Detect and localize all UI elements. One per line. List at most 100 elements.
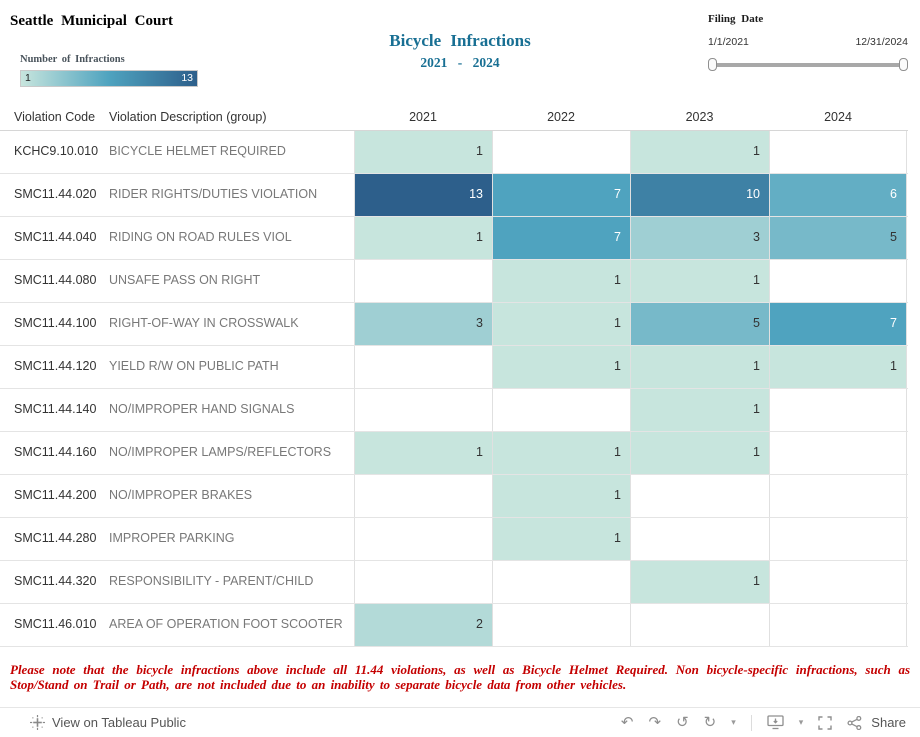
value-cell[interactable] (769, 432, 907, 474)
violation-description[interactable]: RIGHT-OF-WAY IN CROSSWALK (109, 316, 299, 330)
value-cell[interactable] (354, 389, 492, 431)
value-cell[interactable] (354, 260, 492, 302)
value-cell[interactable] (354, 518, 492, 560)
violation-description[interactable]: AREA OF OPERATION FOOT SCOOTER (109, 617, 343, 631)
view-on-tableau-public-link[interactable]: View on Tableau Public (30, 715, 186, 730)
value-cell[interactable] (769, 518, 907, 560)
table-row: SMC11.44.020 RIDER RIGHTS/DUTIES VIOLATIO… (0, 174, 908, 217)
value-cell[interactable]: 5 (769, 217, 907, 259)
value-cell[interactable]: 1 (630, 131, 769, 173)
value-cell[interactable]: 1 (630, 260, 769, 302)
violation-description[interactable]: YIELD R/W ON PUBLIC PATH (109, 359, 279, 373)
column-header-2022: 2022 (547, 109, 575, 124)
table-row: SMC11.44.280 IMPROPER PARKING 1 (0, 518, 908, 561)
violation-description[interactable]: UNSAFE PASS ON RIGHT (109, 273, 261, 287)
value-cell[interactable] (630, 518, 769, 560)
value-cell[interactable]: 2 (354, 604, 492, 646)
value-cell[interactable] (492, 131, 630, 173)
refresh-menu-caret-icon[interactable]: ▾ (731, 717, 736, 727)
violation-description[interactable]: RESPONSIBILITY - PARENT/CHILD (109, 574, 314, 588)
value-cell[interactable]: 1 (354, 217, 492, 259)
slider-track[interactable] (712, 63, 904, 67)
value-cell[interactable]: 1 (630, 561, 769, 603)
value-cell[interactable]: 1 (492, 260, 630, 302)
slider-handle-start[interactable] (708, 58, 717, 71)
infractions-table: Violation Code Violation Description (gr… (0, 103, 908, 647)
violation-description[interactable]: IMPROPER PARKING (109, 531, 235, 545)
value-cell[interactable] (769, 131, 907, 173)
value-cell[interactable]: 7 (492, 217, 630, 259)
value-cell[interactable] (769, 475, 907, 517)
value-cell[interactable] (630, 475, 769, 517)
date-range-slider[interactable] (708, 58, 908, 72)
violation-description[interactable]: NO/IMPROPER LAMPS/REFLECTORS (109, 445, 332, 459)
slider-handle-end[interactable] (899, 58, 908, 71)
fullscreen-icon[interactable] (818, 715, 832, 730)
value-cell[interactable] (769, 561, 907, 603)
color-legend-gradient[interactable]: 1 13 (20, 70, 198, 87)
value-cell[interactable] (769, 604, 907, 646)
value-cell[interactable]: 1 (492, 346, 630, 388)
violation-code[interactable]: SMC11.44.100 (14, 316, 97, 330)
value-cell[interactable] (354, 346, 492, 388)
violation-description[interactable]: BICYCLE HELMET REQUIRED (109, 144, 286, 158)
table-row: SMC11.44.200 NO/IMPROPER BRAKES 1 (0, 475, 908, 518)
org-title: Seattle Municipal Court (10, 13, 173, 29)
download-menu-caret-icon[interactable]: ▾ (798, 717, 804, 727)
value-cell[interactable]: 1 (492, 303, 630, 345)
share-icon[interactable] (847, 715, 862, 730)
violation-code[interactable]: SMC11.44.160 (14, 445, 97, 459)
redo-icon[interactable]: ↷ (648, 714, 662, 731)
violation-code[interactable]: SMC11.44.140 (14, 402, 97, 416)
value-cell[interactable]: 1 (630, 346, 769, 388)
violation-description[interactable]: RIDING ON ROAD RULES VIOL (109, 230, 292, 244)
value-cell[interactable]: 1 (354, 131, 492, 173)
value-cell[interactable] (354, 475, 492, 517)
violation-code[interactable]: SMC11.44.320 (14, 574, 97, 588)
refresh-icon[interactable]: ↻ (703, 714, 717, 731)
undo-icon[interactable]: ↶ (620, 714, 634, 731)
value-cell[interactable]: 7 (769, 303, 907, 345)
legend-max-value: 13 (181, 72, 193, 84)
toolbar-divider (750, 714, 752, 731)
value-cell[interactable]: 1 (354, 432, 492, 474)
violation-code[interactable]: SMC11.44.020 (14, 187, 97, 201)
violation-code[interactable]: SMC11.44.120 (14, 359, 97, 373)
value-cell[interactable] (630, 604, 769, 646)
value-cell[interactable]: 1 (492, 475, 630, 517)
violation-code[interactable]: SMC11.44.080 (14, 273, 97, 287)
value-cell[interactable]: 1 (492, 518, 630, 560)
chart-title-line2: 2021 - 2024 (420, 55, 500, 70)
value-cell[interactable]: 1 (630, 432, 769, 474)
violation-description[interactable]: NO/IMPROPER BRAKES (109, 488, 253, 502)
value-cell[interactable]: 3 (630, 217, 769, 259)
value-cell[interactable]: 10 (630, 174, 769, 216)
value-cell[interactable] (769, 260, 907, 302)
value-cell[interactable] (769, 389, 907, 431)
download-icon[interactable] (767, 715, 784, 730)
value-cell[interactable] (492, 389, 630, 431)
table-header-row: Violation Code Violation Description (gr… (0, 103, 908, 131)
chart-title-line1: Bicycle Infractions (389, 31, 531, 50)
share-label[interactable]: Share (871, 715, 906, 730)
value-cell[interactable] (492, 561, 630, 603)
value-cell[interactable] (354, 561, 492, 603)
violation-code[interactable]: SMC11.46.010 (14, 617, 97, 631)
value-cell[interactable]: 1 (492, 432, 630, 474)
value-cell[interactable]: 3 (354, 303, 492, 345)
value-cell[interactable]: 13 (354, 174, 492, 216)
reset-icon[interactable]: ↺ (676, 714, 689, 731)
value-cell[interactable]: 6 (769, 174, 907, 216)
violation-description[interactable]: RIDER RIGHTS/DUTIES VIOLATION (109, 187, 318, 201)
violation-code[interactable]: SMC11.44.280 (14, 531, 97, 545)
violation-code[interactable]: SMC11.44.200 (14, 488, 97, 502)
value-cell[interactable]: 5 (630, 303, 769, 345)
value-cell[interactable]: 1 (769, 346, 907, 388)
violation-description[interactable]: NO/IMPROPER HAND SIGNALS (109, 402, 295, 416)
violation-code[interactable]: SMC11.44.040 (14, 230, 97, 244)
violation-code[interactable]: KCHC9.10.010 (14, 144, 99, 158)
value-cell[interactable]: 1 (630, 389, 769, 431)
value-cell[interactable]: 7 (492, 174, 630, 216)
column-header-2024: 2024 (824, 109, 852, 124)
value-cell[interactable] (492, 604, 630, 646)
